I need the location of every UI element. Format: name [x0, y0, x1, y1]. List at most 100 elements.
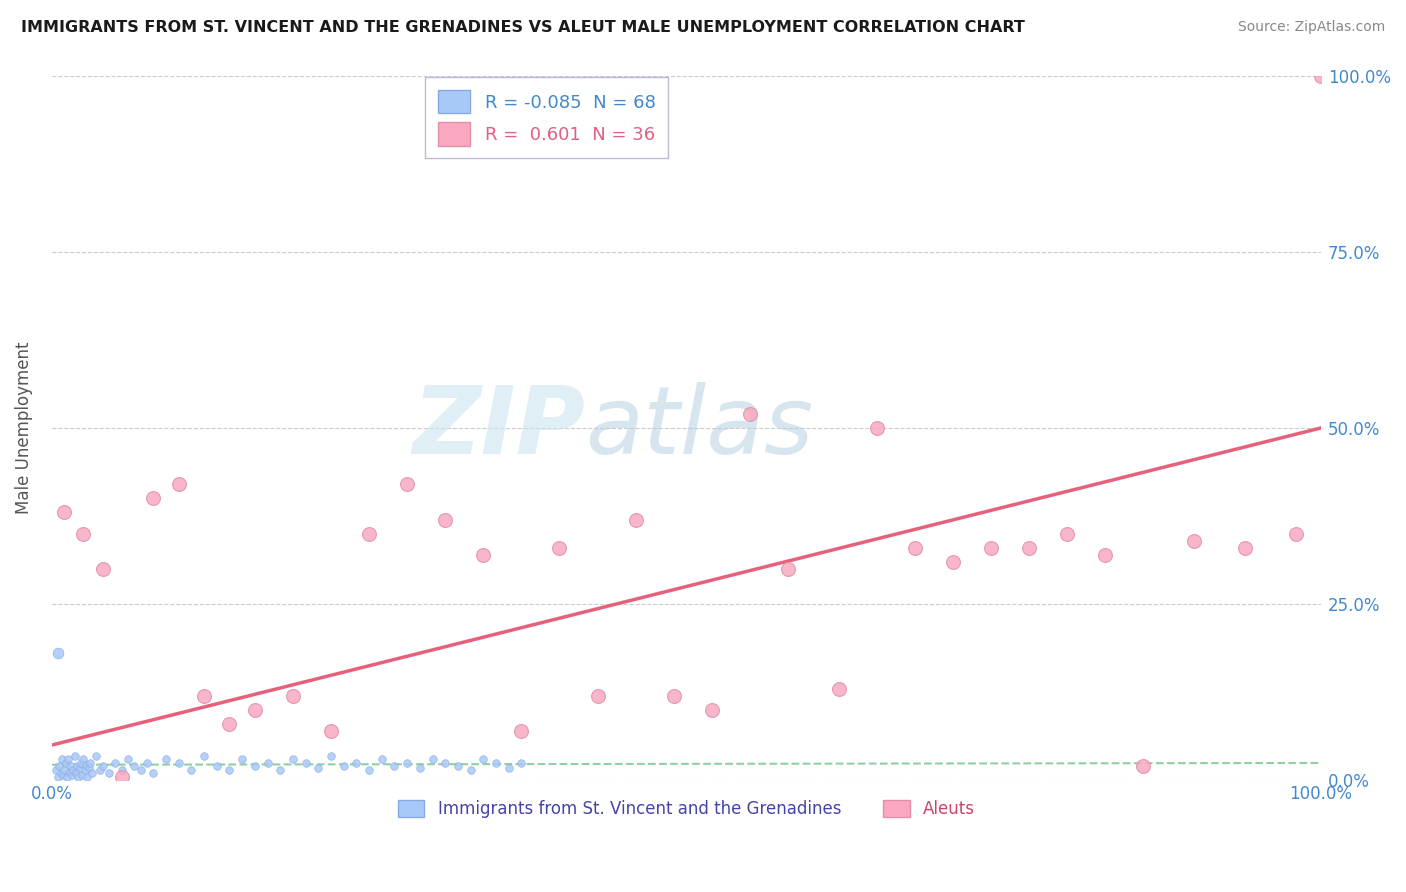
Point — [110, 770, 132, 784]
Point — [193, 689, 215, 703]
Point — [371, 752, 394, 766]
Text: Source: ZipAtlas.com: Source: ZipAtlas.com — [1237, 20, 1385, 34]
Point — [866, 421, 889, 435]
Point — [49, 766, 72, 780]
Point — [48, 759, 70, 773]
Point — [359, 763, 381, 777]
Point — [53, 763, 76, 777]
Point — [243, 759, 266, 773]
Point — [359, 526, 381, 541]
Point — [485, 756, 508, 770]
Point — [91, 759, 114, 773]
Point — [904, 541, 927, 555]
Point — [281, 689, 304, 703]
Point — [62, 763, 84, 777]
Point — [460, 763, 482, 777]
Point — [396, 477, 419, 491]
Point — [548, 541, 571, 555]
Point — [586, 689, 609, 703]
Point — [136, 756, 159, 770]
Point — [409, 761, 432, 775]
Point — [79, 756, 101, 770]
Point — [269, 763, 291, 777]
Point — [46, 770, 69, 784]
Point — [60, 767, 83, 781]
Point — [1285, 526, 1308, 541]
Point — [58, 764, 80, 779]
Text: IMMIGRANTS FROM ST. VINCENT AND THE GRENADINES VS ALEUT MALE UNEMPLOYMENT CORREL: IMMIGRANTS FROM ST. VINCENT AND THE GREN… — [21, 20, 1025, 35]
Point — [155, 752, 177, 766]
Point — [72, 526, 94, 541]
Point — [142, 491, 165, 506]
Point — [58, 752, 80, 766]
Point — [59, 759, 82, 773]
Point — [434, 756, 457, 770]
Point — [447, 759, 470, 773]
Point — [167, 477, 190, 491]
Point — [1056, 526, 1078, 541]
Point — [76, 770, 98, 784]
Point — [472, 548, 495, 562]
Point — [129, 763, 152, 777]
Point — [1233, 541, 1256, 555]
Point — [218, 717, 240, 731]
Point — [122, 759, 145, 773]
Point — [167, 756, 190, 770]
Point — [1132, 759, 1154, 773]
Point — [70, 767, 93, 781]
Point — [205, 759, 228, 773]
Point — [231, 752, 253, 766]
Point — [828, 681, 851, 696]
Point — [980, 541, 1002, 555]
Point — [72, 752, 94, 766]
Point — [307, 761, 329, 775]
Point — [63, 748, 86, 763]
Point — [498, 761, 520, 775]
Point — [89, 763, 111, 777]
Point — [110, 763, 132, 777]
Point — [472, 752, 495, 766]
Point — [193, 748, 215, 763]
Point — [84, 748, 107, 763]
Point — [776, 562, 799, 576]
Point — [1310, 69, 1333, 83]
Point — [942, 555, 965, 569]
Point — [434, 512, 457, 526]
Point — [52, 767, 75, 781]
Point — [73, 763, 96, 777]
Point — [91, 562, 114, 576]
Point — [738, 407, 761, 421]
Point — [82, 766, 104, 780]
Point — [319, 748, 342, 763]
Point — [77, 761, 100, 775]
Point — [53, 506, 76, 520]
Text: atlas: atlas — [585, 383, 813, 474]
Point — [66, 759, 89, 773]
Point — [55, 756, 77, 770]
Point — [700, 703, 723, 717]
Point — [75, 757, 97, 772]
Point — [218, 763, 240, 777]
Point — [1094, 548, 1116, 562]
Point — [510, 723, 533, 738]
Point — [344, 756, 367, 770]
Point — [256, 756, 278, 770]
Point — [422, 752, 444, 766]
Point — [1018, 541, 1040, 555]
Point — [65, 766, 87, 780]
Legend: Immigrants from St. Vincent and the Grenadines, Aleuts: Immigrants from St. Vincent and the Gren… — [391, 793, 981, 825]
Point — [69, 761, 91, 775]
Text: ZIP: ZIP — [412, 382, 585, 474]
Point — [332, 759, 354, 773]
Point — [104, 756, 127, 770]
Point — [117, 752, 139, 766]
Point — [46, 647, 69, 661]
Point — [243, 703, 266, 717]
Point — [294, 756, 316, 770]
Point — [1182, 533, 1205, 548]
Point — [97, 766, 120, 780]
Point — [67, 770, 90, 784]
Point — [319, 723, 342, 738]
Point — [396, 756, 419, 770]
Point — [281, 752, 304, 766]
